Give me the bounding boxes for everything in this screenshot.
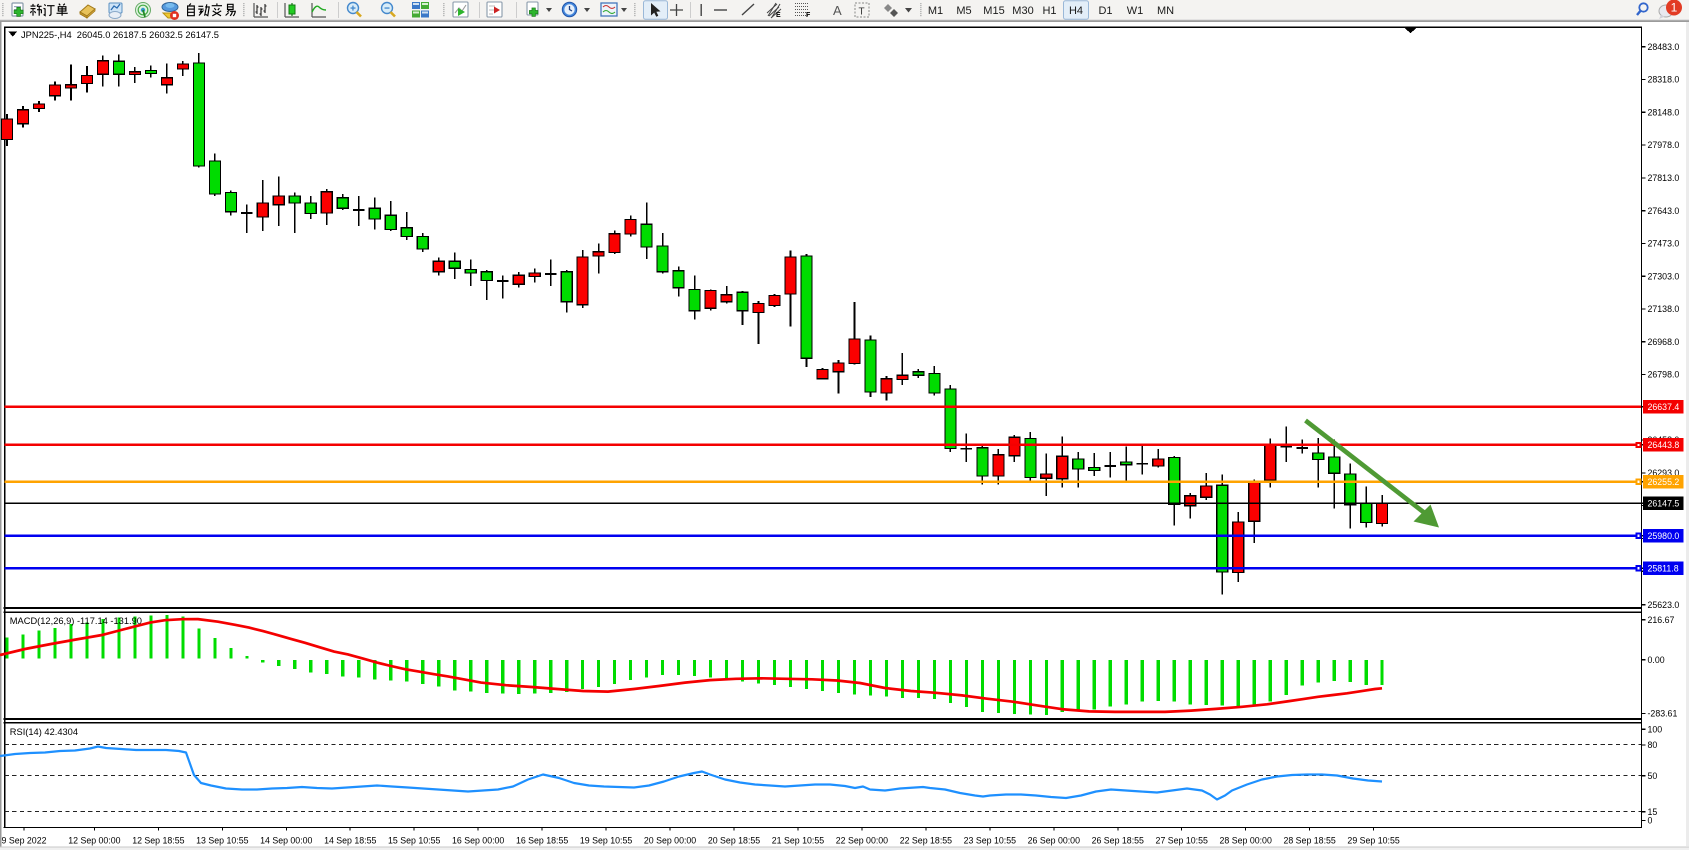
svg-text:27813.0: 27813.0 [1648, 173, 1680, 183]
svg-text:22 Sep 00:00: 22 Sep 00:00 [836, 835, 888, 845]
svg-text:-283.61: -283.61 [1648, 709, 1678, 719]
svg-text:28318.0: 28318.0 [1648, 75, 1680, 85]
svg-text:26255.2: 26255.2 [1648, 477, 1680, 487]
svg-text:16 Sep 18:55: 16 Sep 18:55 [516, 835, 568, 845]
svg-text:W1: W1 [1127, 5, 1144, 17]
svg-text:MACD(12,26,9) -117.14 -131.90: MACD(12,26,9) -117.14 -131.90 [10, 616, 142, 626]
svg-text:RSI(14) 42.4304: RSI(14) 42.4304 [10, 727, 78, 737]
svg-text:E: E [776, 12, 781, 19]
svg-text:T: T [859, 7, 865, 18]
svg-text:0.00: 0.00 [1648, 655, 1665, 665]
svg-text:25980.0: 25980.0 [1648, 531, 1680, 541]
svg-text:1: 1 [1671, 1, 1678, 15]
svg-text:26147.5: 26147.5 [1648, 499, 1680, 509]
svg-text:A: A [833, 3, 842, 18]
svg-text:MN: MN [1157, 5, 1174, 17]
svg-text:27473.0: 27473.0 [1648, 239, 1680, 249]
svg-text:23 Sep 10:55: 23 Sep 10:55 [964, 835, 1016, 845]
svg-text:216.67: 216.67 [1648, 615, 1675, 625]
svg-text:M15: M15 [983, 5, 1004, 17]
svg-text:12 Sep 00:00: 12 Sep 00:00 [68, 835, 120, 845]
svg-text:M5: M5 [956, 5, 971, 17]
svg-text:25623.0: 25623.0 [1648, 600, 1680, 610]
svg-text:25811.8: 25811.8 [1648, 564, 1679, 574]
svg-text:9 Sep 2022: 9 Sep 2022 [1, 835, 46, 845]
svg-text:26443.8: 26443.8 [1648, 440, 1680, 450]
svg-text:H1: H1 [1042, 5, 1056, 17]
svg-text:15 Sep 10:55: 15 Sep 10:55 [388, 835, 440, 845]
svg-text:M30: M30 [1012, 5, 1033, 17]
svg-text:26293.0: 26293.0 [1648, 468, 1680, 478]
svg-text:100: 100 [1648, 724, 1663, 734]
svg-text:14 Sep 18:55: 14 Sep 18:55 [324, 835, 376, 845]
svg-text:22 Sep 18:55: 22 Sep 18:55 [900, 835, 952, 845]
svg-text:27978.0: 27978.0 [1648, 140, 1680, 150]
svg-text:27643.0: 27643.0 [1648, 206, 1680, 216]
svg-text:14 Sep 00:00: 14 Sep 00:00 [260, 835, 312, 845]
svg-text:29 Sep 10:55: 29 Sep 10:55 [1347, 835, 1399, 845]
svg-text:F: F [806, 12, 811, 19]
svg-text:26 Sep 18:55: 26 Sep 18:55 [1092, 835, 1144, 845]
svg-text:12 Sep 18:55: 12 Sep 18:55 [132, 835, 184, 845]
svg-text:28148.0: 28148.0 [1648, 107, 1680, 117]
svg-text:16 Sep 00:00: 16 Sep 00:00 [452, 835, 504, 845]
svg-text:28 Sep 18:55: 28 Sep 18:55 [1283, 835, 1335, 845]
svg-text:26798.0: 26798.0 [1648, 370, 1680, 380]
svg-text:27 Sep 10:55: 27 Sep 10:55 [1156, 835, 1208, 845]
svg-text:0: 0 [1648, 816, 1653, 826]
svg-text:13 Sep 10:55: 13 Sep 10:55 [196, 835, 248, 845]
svg-text:28483.0: 28483.0 [1648, 42, 1680, 52]
svg-text:27303.0: 27303.0 [1648, 271, 1680, 281]
svg-text:27138.0: 27138.0 [1648, 304, 1680, 314]
svg-text:D1: D1 [1098, 5, 1112, 17]
svg-text:JPN225-,H4 26045.0 26187.5 26: JPN225-,H4 26045.0 26187.5 26032.5 26147… [21, 30, 219, 40]
svg-text:26637.4: 26637.4 [1648, 402, 1680, 412]
svg-text:19 Sep 10:55: 19 Sep 10:55 [580, 835, 632, 845]
svg-text:15: 15 [1648, 807, 1658, 817]
svg-text:20 Sep 00:00: 20 Sep 00:00 [644, 835, 696, 845]
svg-text:21 Sep 10:55: 21 Sep 10:55 [772, 835, 824, 845]
svg-text:28 Sep 00:00: 28 Sep 00:00 [1220, 835, 1272, 845]
svg-text:M1: M1 [928, 5, 943, 17]
svg-text:80: 80 [1648, 740, 1658, 750]
svg-text:26968.0: 26968.0 [1648, 337, 1680, 347]
svg-text:50: 50 [1648, 771, 1658, 781]
svg-text:H4: H4 [1069, 5, 1083, 17]
svg-text:26 Sep 00:00: 26 Sep 00:00 [1028, 835, 1080, 845]
svg-text:20 Sep 18:55: 20 Sep 18:55 [708, 835, 760, 845]
